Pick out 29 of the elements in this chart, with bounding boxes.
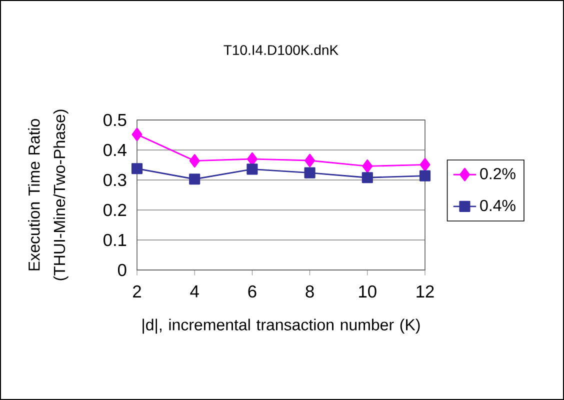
point — [362, 159, 373, 173]
x-axis-title: |d|, incremental transaction number (K) — [142, 318, 420, 334]
y-tick-label: 0.2 — [104, 204, 126, 216]
legend-label: 0.4% — [480, 200, 516, 212]
point — [304, 167, 316, 178]
y-tick-label: 0.4 — [104, 144, 126, 156]
point — [246, 164, 258, 175]
x-tick-label: 4 — [190, 285, 199, 298]
chart-title: T10.I4.D100K.dnK — [224, 44, 338, 56]
x-tick-label: 10 — [359, 285, 376, 298]
point — [132, 128, 142, 142]
point — [362, 172, 373, 184]
point — [189, 174, 200, 185]
y-tick-label: 0.3 — [104, 174, 126, 186]
y-tick-label: 0 — [118, 264, 126, 276]
y-tick-label: 0.5 — [104, 114, 126, 126]
y-tick-label: 0.1 — [104, 234, 126, 246]
x-tick-label: 6 — [248, 285, 256, 298]
y-axis-title: Execution Time Ratio (THUI-Mine/Two-Phase) — [28, 110, 68, 280]
point — [189, 154, 200, 168]
x-tick-label: 2 — [133, 285, 141, 298]
point — [246, 152, 258, 166]
x-tick-label: 12 — [416, 285, 434, 298]
point — [304, 154, 316, 168]
point — [420, 158, 430, 172]
legend-label: 0.2% — [480, 168, 516, 180]
x-tick-label: 8 — [306, 285, 314, 298]
point — [131, 163, 143, 174]
point — [419, 170, 431, 182]
